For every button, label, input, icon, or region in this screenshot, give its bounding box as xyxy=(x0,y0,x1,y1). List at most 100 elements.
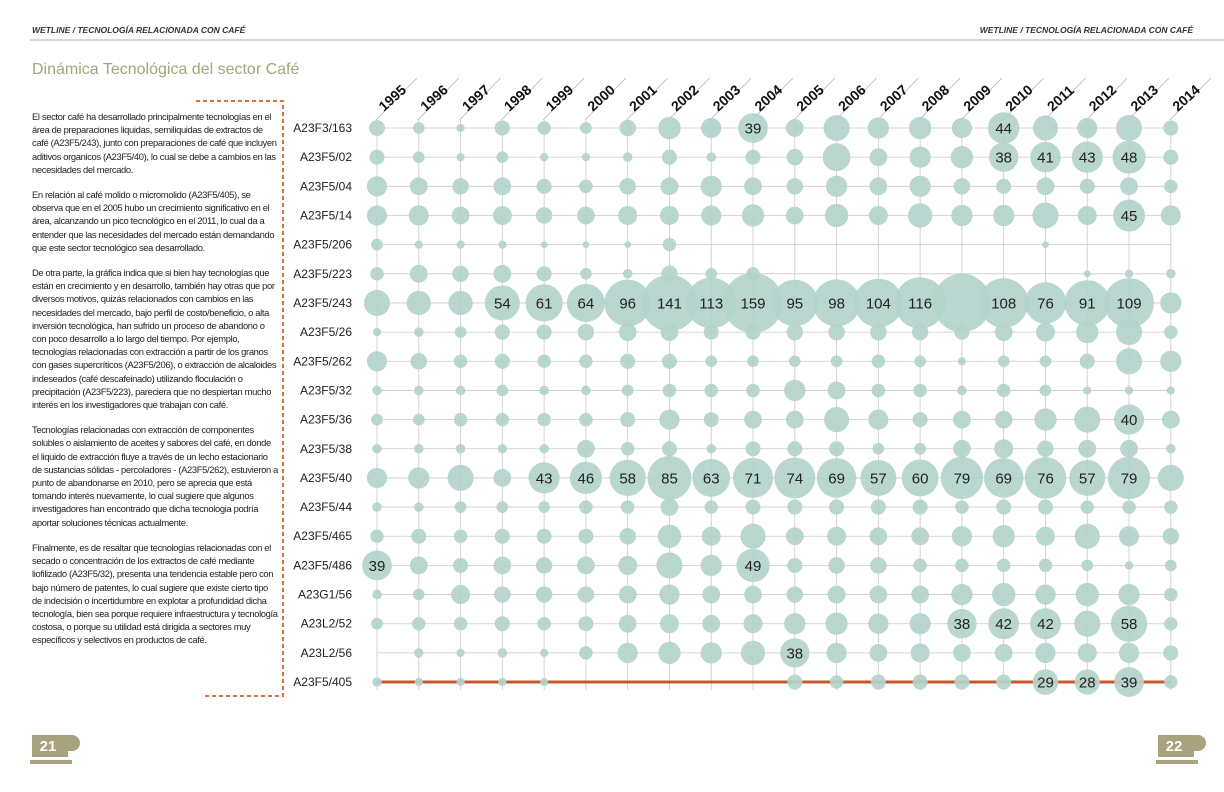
data-label: 28 xyxy=(1079,675,1096,692)
bubble xyxy=(1074,610,1101,637)
bubble xyxy=(495,412,510,427)
bubble xyxy=(1039,355,1052,368)
bubble xyxy=(453,616,468,631)
data-label: 76 xyxy=(1037,470,1054,487)
bubble xyxy=(914,355,926,368)
bubble xyxy=(411,528,427,544)
bubble xyxy=(451,585,471,605)
bubble xyxy=(662,237,677,252)
bubble xyxy=(870,323,887,341)
bubble xyxy=(957,357,967,366)
bubble xyxy=(1161,410,1180,429)
bubble xyxy=(494,528,510,544)
bubble xyxy=(868,613,889,634)
year-guide xyxy=(918,77,961,121)
bubble xyxy=(1160,292,1182,314)
bubble xyxy=(539,385,549,396)
bubble xyxy=(994,410,1013,429)
bubble xyxy=(657,524,682,548)
data-label: 57 xyxy=(870,470,887,487)
bubble xyxy=(659,205,679,225)
x-tick-label: 2007 xyxy=(877,81,911,114)
x-tick-label: 2014 xyxy=(1169,81,1203,114)
bubble xyxy=(703,412,719,428)
row-label: A23F5/14 xyxy=(300,208,352,222)
bubble xyxy=(1164,587,1178,602)
data-label: 43 xyxy=(536,470,553,487)
bubble xyxy=(622,152,633,162)
bubble xyxy=(1081,559,1094,572)
bubble xyxy=(996,674,1012,690)
bubble xyxy=(994,323,1013,342)
bubble xyxy=(787,441,803,457)
data-label: 39 xyxy=(369,558,386,575)
bubble xyxy=(410,353,428,370)
data-label: 79 xyxy=(1121,470,1138,487)
bubble xyxy=(745,149,761,165)
bubble xyxy=(661,353,677,369)
bubble xyxy=(484,285,520,321)
bubble xyxy=(536,266,552,282)
paragraph: Tecnologías relacionadas con extracción … xyxy=(32,424,278,528)
bubble xyxy=(1104,278,1154,328)
bubble xyxy=(947,609,977,639)
bubble xyxy=(1162,527,1180,545)
bubble xyxy=(955,500,969,514)
bubble xyxy=(953,410,971,429)
bubble xyxy=(661,441,677,457)
bubble xyxy=(823,114,850,142)
bubble xyxy=(660,323,679,342)
bubble xyxy=(535,557,553,574)
year-guide xyxy=(626,77,668,121)
bubble xyxy=(827,585,846,604)
year-guide xyxy=(501,77,543,121)
bubble xyxy=(957,385,967,396)
data-label: 29 xyxy=(1037,675,1054,692)
bubble xyxy=(456,648,465,658)
bubble xyxy=(1083,270,1091,278)
bubble xyxy=(1124,269,1134,278)
bubble xyxy=(780,638,810,668)
bubble xyxy=(692,459,731,497)
bubble xyxy=(911,585,930,604)
bubble xyxy=(1079,353,1095,369)
bubble xyxy=(493,556,512,575)
bubble xyxy=(494,120,510,136)
bubble xyxy=(576,556,595,575)
bubble xyxy=(953,643,971,662)
bubble xyxy=(619,178,636,195)
row-label: A23F5/36 xyxy=(300,413,352,427)
bubble xyxy=(366,467,388,489)
data-label: 63 xyxy=(703,470,720,487)
bubble xyxy=(894,277,946,329)
bubble xyxy=(618,205,638,225)
bubble xyxy=(582,241,590,249)
bubble xyxy=(953,178,971,195)
row-label: A23F5/38 xyxy=(300,442,352,456)
bubble xyxy=(1039,384,1052,397)
bubble xyxy=(1074,406,1101,433)
bubble xyxy=(871,354,886,369)
data-label: 49 xyxy=(745,558,762,575)
bubble xyxy=(619,119,636,137)
bubble xyxy=(1116,348,1143,375)
bubble xyxy=(723,272,784,333)
bubble xyxy=(1113,199,1146,232)
bubble xyxy=(370,267,384,281)
bubble xyxy=(620,500,635,514)
bubble xyxy=(455,444,466,454)
bubble xyxy=(784,379,806,402)
bubble xyxy=(785,410,804,429)
bubble xyxy=(1064,280,1110,326)
bubble xyxy=(909,613,931,635)
bubble xyxy=(1110,605,1148,642)
bubble xyxy=(536,178,552,194)
bubble xyxy=(994,643,1013,662)
data-label: 39 xyxy=(745,121,762,138)
bubble xyxy=(579,354,593,369)
bubble xyxy=(659,409,680,430)
bubble xyxy=(371,413,383,426)
x-tick-label: 2000 xyxy=(584,81,618,114)
bubble xyxy=(912,412,928,428)
